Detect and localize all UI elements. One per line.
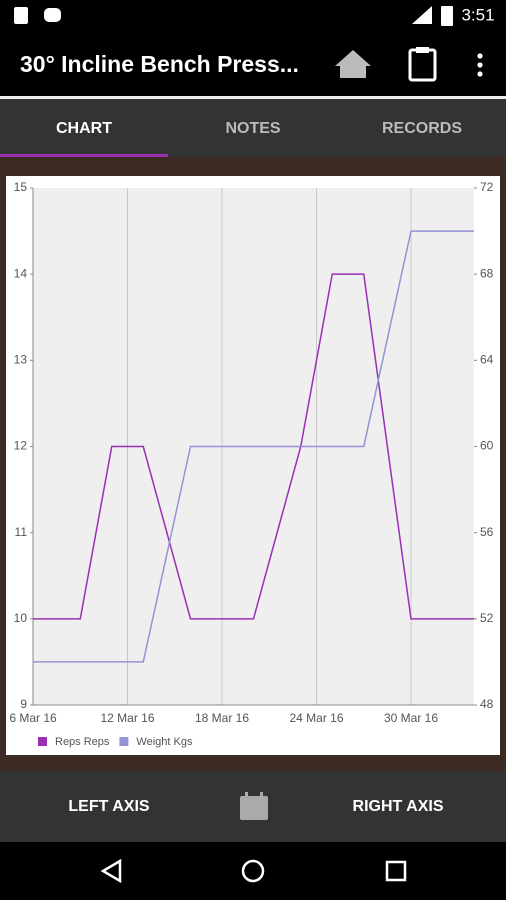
legend-swatch [38,737,47,746]
y2-tick-label: 52 [480,611,494,625]
y-tick-label: 9 [20,697,27,711]
calendar-button[interactable] [240,792,268,820]
nav-bar [0,842,506,900]
series-line [33,230,474,663]
home-nav-button[interactable] [241,859,265,883]
divider [0,96,506,99]
tab-indicator [0,154,168,158]
left-axis-button[interactable]: LEFT AXIS [68,798,150,815]
y-tick-label: 10 [14,611,28,625]
x-tick-label: 18 Mar 16 [195,711,249,725]
home-button[interactable] [335,50,371,78]
y2-tick-label: 56 [480,525,494,539]
y2-tick-label: 64 [480,353,494,367]
signal-icon [412,6,432,24]
back-button[interactable] [100,858,122,884]
tab[interactable]: RECORDS [382,120,462,137]
sd-icon [14,7,28,24]
legend-label: Weight Kgs [136,736,193,748]
battery-icon [441,6,453,26]
y-tick-label: 12 [14,439,28,453]
y-tick-label: 11 [15,525,28,539]
y2-tick-label: 68 [480,266,494,280]
clock: 3:51 [461,5,494,24]
tab[interactable]: NOTES [225,120,280,137]
app-bar [0,32,506,96]
x-tick-label: 24 Mar 16 [289,711,343,725]
tab-bar [0,99,506,157]
y2-tick-label: 48 [480,697,494,711]
tab[interactable]: CHART [56,120,112,137]
y2-tick-label: 72 [480,180,494,194]
x-tick-label: 12 Mar 16 [100,711,154,725]
series-line [33,273,474,620]
x-tick-label: 6 Mar 16 [9,711,57,725]
y2-tick-label: 60 [480,439,494,453]
legend-label: Reps Reps [55,736,110,748]
clipboard-clip [416,47,429,53]
overflow-menu[interactable] [477,53,483,77]
app-title: 30° Incline Bench Press... [20,51,299,77]
legend-swatch [119,737,129,746]
y-tick-label: 13 [14,353,28,367]
android-icon [44,8,61,22]
y-tick-label: 14 [14,266,28,280]
recents-button[interactable] [385,860,407,882]
y-tick-label: 15 [14,180,28,194]
right-axis-button[interactable]: RIGHT AXIS [353,798,444,815]
x-tick-label: 30 Mar 16 [384,711,438,725]
